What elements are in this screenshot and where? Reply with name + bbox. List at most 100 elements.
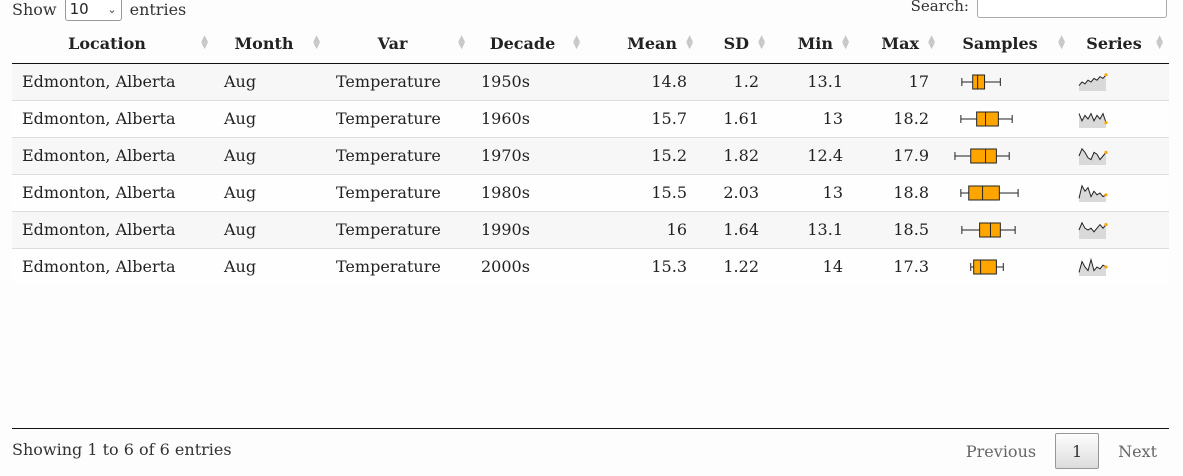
col-header-location[interactable]: Location ▲ ▼ xyxy=(12,24,214,64)
cell-series xyxy=(1071,99,1169,137)
header-row: Location ▲ ▼ Month ▲ ▼ Var ▲ ▼ Decade ▲ ▼ Mean ▲ ▼… xyxy=(12,24,1169,64)
cell-decade: 1990s xyxy=(471,210,586,248)
sparkline xyxy=(1078,183,1108,202)
table-row[interactable]: Edmonton, Alberta Aug Temperature 1950s 14.8… xyxy=(12,63,1169,100)
sparkline-last-point xyxy=(1104,72,1108,76)
cell-mean: 15.7 xyxy=(586,99,699,137)
cell-series xyxy=(1071,247,1169,285)
cell-month: Aug xyxy=(214,63,326,100)
cell-location: Edmonton, Alberta xyxy=(12,210,214,248)
cell-decade: 2000s xyxy=(471,247,586,285)
next-button[interactable]: Next xyxy=(1118,441,1157,461)
boxplot xyxy=(960,185,1019,200)
col-header-label: Min xyxy=(797,33,833,53)
page-length-select[interactable]: 10 ⌄ xyxy=(64,0,122,21)
sparkline-line xyxy=(1078,147,1107,160)
sparkline-last-point xyxy=(1104,264,1108,269)
sparkline-area xyxy=(1079,113,1106,128)
cell-decade: 1960s xyxy=(471,99,586,137)
sparkline-last-point xyxy=(1104,120,1108,124)
sort-icon: ▲ ▼ xyxy=(573,34,580,52)
sort-icon: ▲ ▼ xyxy=(458,34,465,52)
cell-max: 18.5 xyxy=(855,210,941,248)
pagination: Previous 1 Next xyxy=(954,433,1169,469)
table-row[interactable]: Edmonton, Alberta Aug Temperature 1990s 16 1.… xyxy=(12,210,1169,248)
length-menu: Show 10 ⌄ entries xyxy=(12,0,186,22)
cell-month: Aug xyxy=(214,173,326,211)
sparkline xyxy=(1078,147,1108,165)
col-header-month[interactable]: Month ▲ ▼ xyxy=(214,24,326,64)
table-row[interactable]: Edmonton, Alberta Aug Temperature 1980s 15.5… xyxy=(12,173,1169,211)
sparkline-line xyxy=(1078,183,1107,199)
col-header-label: SD xyxy=(723,33,749,53)
cell-sd: 1.61 xyxy=(699,99,771,137)
sparkline xyxy=(1078,257,1108,276)
boxplot-box xyxy=(968,185,1000,200)
cell-var: Temperature xyxy=(326,210,471,248)
table-row[interactable]: Edmonton, Alberta Aug Temperature 2000s 15.3… xyxy=(12,247,1169,285)
boxplot xyxy=(954,148,1010,163)
sort-icon: ▲ ▼ xyxy=(313,34,320,52)
cell-location: Edmonton, Alberta xyxy=(12,99,214,137)
page-length-value: 10 xyxy=(69,0,89,18)
col-header-max[interactable]: Max ▲ ▼ xyxy=(855,24,941,64)
cell-series xyxy=(1071,210,1169,248)
cell-var: Temperature xyxy=(326,247,471,285)
cell-month: Aug xyxy=(214,210,326,248)
cell-decade: 1950s xyxy=(471,63,586,100)
cell-max: 18.2 xyxy=(855,99,941,137)
chevron-down-icon: ⌄ xyxy=(107,2,117,16)
cell-min: 13 xyxy=(771,173,855,211)
page-1-button[interactable]: 1 xyxy=(1055,433,1100,469)
col-header-label: Samples xyxy=(962,33,1038,53)
col-header-sd[interactable]: SD ▲ ▼ xyxy=(699,24,771,64)
search-input[interactable] xyxy=(977,0,1167,18)
cell-series xyxy=(1071,136,1169,174)
col-header-mean[interactable]: Mean ▲ ▼ xyxy=(586,24,699,64)
boxplot xyxy=(970,259,1004,274)
length-suffix: entries xyxy=(129,0,187,19)
boxplot-box xyxy=(972,74,986,89)
cell-max: 18.8 xyxy=(855,173,941,211)
col-header-min[interactable]: Min ▲ ▼ xyxy=(771,24,855,64)
col-header-samples[interactable]: Samples ▲ ▼ xyxy=(941,24,1071,64)
cell-decade: 1970s xyxy=(471,136,586,174)
previous-button[interactable]: Previous xyxy=(965,441,1037,461)
table-info: Showing 1 to 6 of 6 entries xyxy=(12,440,232,459)
cell-min: 14 xyxy=(771,247,855,285)
sort-icon: ▲ ▼ xyxy=(758,34,765,52)
cell-location: Edmonton, Alberta xyxy=(12,173,214,211)
boxplot-box xyxy=(976,111,999,126)
col-header-series[interactable]: Series ▲ ▼ xyxy=(1071,24,1169,64)
sparkline-last-point xyxy=(1104,222,1108,226)
cell-location: Edmonton, Alberta xyxy=(12,136,214,174)
sort-icon: ▲ ▼ xyxy=(201,34,208,52)
cell-decade: 1980s xyxy=(471,173,586,211)
table-body: Edmonton, Alberta Aug Temperature 1950s 14.8… xyxy=(12,63,1169,285)
boxplot-box xyxy=(973,259,997,274)
col-header-var[interactable]: Var ▲ ▼ xyxy=(326,24,471,64)
cell-samples xyxy=(941,63,1071,100)
cell-var: Temperature xyxy=(326,173,471,211)
cell-min: 12.4 xyxy=(771,136,855,174)
sparkline-area xyxy=(1079,74,1106,91)
cell-sd: 1.22 xyxy=(699,247,771,285)
search-box: Search: xyxy=(911,0,1167,18)
sparkline-last-point xyxy=(1104,192,1108,196)
cell-min: 13.1 xyxy=(771,63,855,100)
table-bottom-rule xyxy=(12,428,1169,429)
table-row[interactable]: Edmonton, Alberta Aug Temperature 1960s 15.7… xyxy=(12,99,1169,137)
cell-min: 13.1 xyxy=(771,210,855,248)
cell-mean: 15.5 xyxy=(586,173,699,211)
cell-sd: 1.2 xyxy=(699,63,771,100)
cell-samples xyxy=(941,136,1071,174)
cell-max: 17.3 xyxy=(855,247,941,285)
col-header-decade[interactable]: Decade ▲ ▼ xyxy=(471,24,586,64)
sort-icon: ▲ ▼ xyxy=(842,34,849,52)
table-row[interactable]: Edmonton, Alberta Aug Temperature 1970s 15.2… xyxy=(12,136,1169,174)
boxplot xyxy=(961,222,1016,237)
col-header-label: Mean xyxy=(627,33,677,53)
cell-samples xyxy=(941,210,1071,248)
cell-samples xyxy=(941,173,1071,211)
sort-icon: ▲ ▼ xyxy=(928,34,935,52)
